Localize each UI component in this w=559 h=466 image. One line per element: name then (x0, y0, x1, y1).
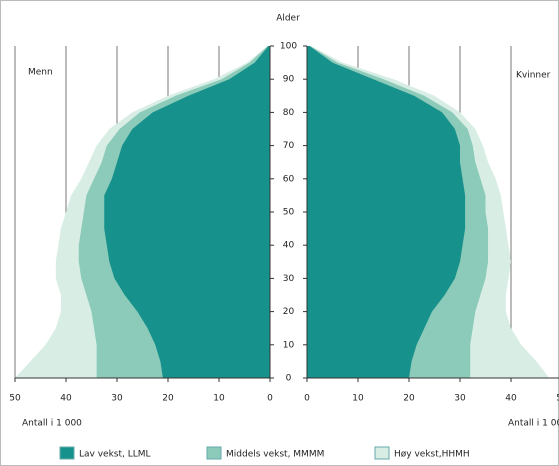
x-axis-title: Antall i 1 000 (508, 419, 559, 429)
y-tick-label: 30 (283, 274, 295, 284)
x-tick-label: 30 (454, 394, 466, 404)
legend-swatch (374, 446, 390, 460)
y-tick-label: 60 (283, 174, 295, 184)
x-tick-label: 30 (111, 394, 123, 404)
y-tick-label: 80 (283, 108, 295, 118)
y-tick-label: 70 (283, 141, 295, 151)
x-tick-label: 40 (60, 394, 72, 404)
x-axis-title: Antall i 1 000 (22, 419, 82, 429)
x-tick-label: 20 (403, 394, 415, 404)
x-tick-label: 10 (352, 394, 364, 404)
legend-swatch (206, 446, 222, 460)
y-tick-label: 100 (280, 42, 297, 52)
y-tick-label: 20 (283, 307, 295, 317)
x-tick-label: 20 (162, 394, 174, 404)
y-tick-label: 40 (283, 241, 295, 251)
y-axis-title: Alder (276, 14, 300, 24)
x-tick-label: 10 (213, 394, 225, 404)
y-tick-label: 90 (283, 75, 295, 85)
area-men (104, 46, 270, 378)
x-tick-label: 50 (556, 394, 559, 404)
legend-swatch (59, 446, 75, 460)
legend-label: Høy vekst,HHMH (394, 450, 470, 460)
y-tick-label: 50 (283, 208, 295, 218)
x-tick-label: 0 (267, 394, 273, 404)
x-tick-label: 40 (505, 394, 517, 404)
panel-label: Menn (28, 68, 53, 78)
panel-label: Kvinner (516, 71, 551, 81)
area-women (307, 46, 466, 378)
y-tick-label: 0 (286, 374, 292, 384)
legend-label: Lav vekst, LLML (79, 450, 151, 460)
y-tick-label: 10 (283, 340, 295, 350)
legend-label: Middels vekst, MMMM (226, 450, 324, 460)
x-tick-label: 0 (304, 394, 310, 404)
x-tick-label: 50 (9, 394, 21, 404)
